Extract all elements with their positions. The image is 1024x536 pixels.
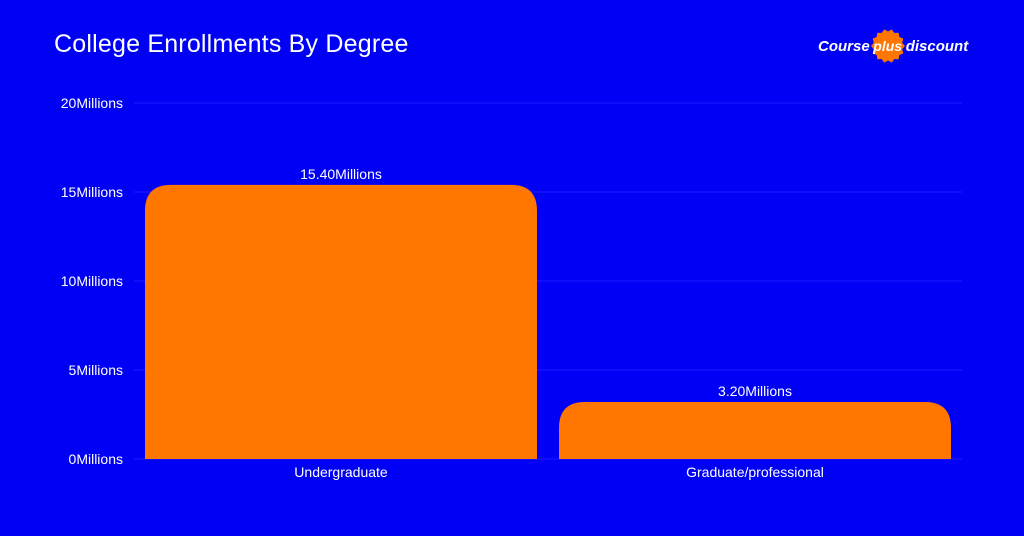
y-axis-ticks: 0Millions 5Millions 10Millions 15Millions 20… — [61, 95, 123, 467]
x-axis-categories: Undergraduate Graduate/professional — [294, 464, 824, 480]
logo-text-right: discount — [905, 37, 969, 55]
y-tick-label: 15Millions — [61, 184, 123, 200]
y-tick-label: 0Millions — [69, 451, 123, 467]
logo-badge-text: plus — [873, 38, 903, 54]
starburst-icon — [870, 29, 905, 63]
x-category-label: Graduate/professional — [686, 464, 824, 480]
bar-graduate-professional — [559, 402, 951, 459]
data-label: 3.20Millions — [718, 383, 792, 399]
logo-badge-icon: plus — [870, 29, 905, 63]
bar-undergraduate — [145, 184, 537, 459]
bars — [145, 184, 951, 459]
data-labels: 15.40Millions 3.20Millions — [300, 166, 792, 399]
brand-logo: Course plus discount — [818, 29, 969, 63]
logo-text-left: Course — [818, 37, 870, 55]
chart-title: College Enrollments By Degree — [54, 30, 409, 58]
y-tick-label: 5Millions — [69, 362, 123, 378]
y-tick-label: 10Millions — [61, 273, 123, 289]
x-category-label: Undergraduate — [294, 464, 388, 480]
data-label: 15.40Millions — [300, 166, 382, 182]
y-tick-label: 20Millions — [61, 95, 123, 111]
